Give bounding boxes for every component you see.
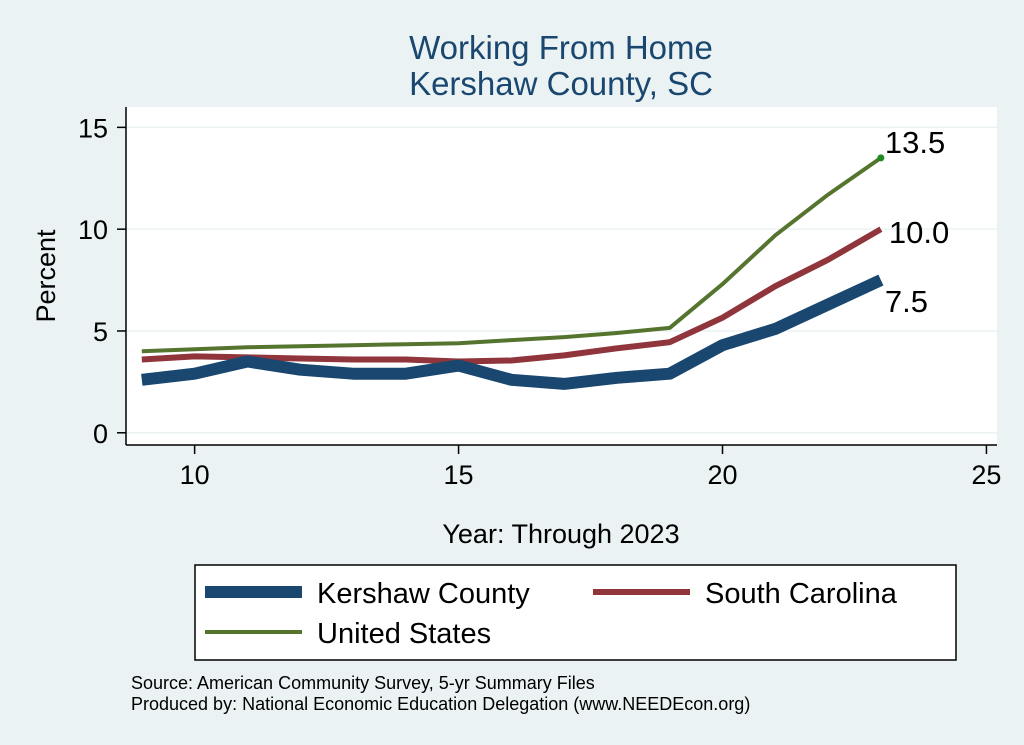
legend-label-kershaw-county: Kershaw County <box>317 578 530 610</box>
end-label-kershaw-county: 7.5 <box>885 284 928 319</box>
series-line-south-carolina <box>141 226 883 365</box>
y-tick-label-0: 0 <box>93 419 108 449</box>
axes: 0 5 10 15 10 15 20 25 <box>78 107 1001 490</box>
x-tick-label-15: 15 <box>444 460 474 490</box>
end-label-united-states: 13.5 <box>885 125 945 160</box>
chart-title: Working From Home <box>409 29 713 66</box>
y-axis-title: Percent <box>31 229 61 323</box>
x-tick-label-25: 25 <box>971 460 1001 490</box>
x-tick-label-20: 20 <box>707 460 737 490</box>
plot-area <box>126 107 997 445</box>
legend: Kershaw County South Carolina United Sta… <box>194 564 957 661</box>
series-line-kershaw-county <box>141 274 884 390</box>
legend-label-south-carolina: South Carolina <box>705 578 898 610</box>
series-line-united-states <box>141 156 883 354</box>
y-tick-label-10: 10 <box>78 215 108 245</box>
chart-subtitle: Kershaw County, SC <box>409 65 713 102</box>
end-labels: 7.5 10.0 13.5 <box>885 125 949 319</box>
y-tick-label-5: 5 <box>93 317 108 347</box>
end-label-south-carolina: 10.0 <box>889 215 949 250</box>
legend-label-united-states: United States <box>317 618 491 650</box>
y-tick-label-15: 15 <box>78 113 108 143</box>
end-point-united-states <box>877 154 885 162</box>
producer-note: Produced by: National Economic Education… <box>131 694 750 714</box>
x-axis-title: Year: Through 2023 <box>442 519 679 549</box>
source-note: Source: American Community Survey, 5-yr … <box>131 673 595 693</box>
legend-box <box>194 564 957 661</box>
grid-lines <box>126 126 997 434</box>
x-tick-label-10: 10 <box>180 460 210 490</box>
series-lines <box>141 154 885 390</box>
